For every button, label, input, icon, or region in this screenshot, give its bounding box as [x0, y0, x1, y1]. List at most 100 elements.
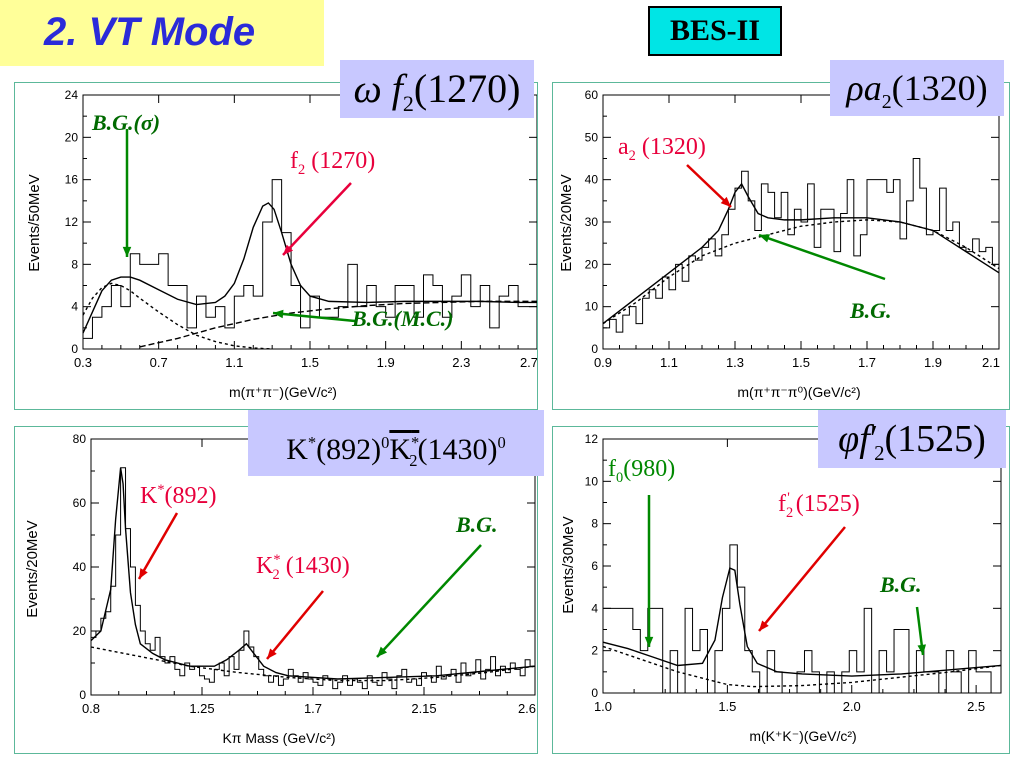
x-axis-label: m(π⁺π⁻π⁰)(GeV/c²) — [737, 384, 860, 400]
annotation-arrow — [282, 182, 352, 256]
data-histogram — [82, 179, 537, 349]
y-tick-label: 80 — [73, 432, 87, 446]
chart-rho-a2: 0 10 20 30 40 50 60 0.9 1.1 1.3 1.5 1.7 1.9 2.1 m(π⁺π⁻… — [558, 88, 1000, 400]
x-tick-label: 1.5 — [301, 355, 319, 370]
annotation-arrow — [376, 544, 482, 658]
x-tick-label: 0.8 — [82, 701, 100, 716]
annotation-arrow — [758, 526, 846, 632]
fit-curve — [602, 182, 1000, 325]
y-tick-label: 4 — [591, 601, 598, 615]
channel-sub: 2 — [874, 440, 885, 465]
annotation-arrow — [272, 311, 356, 323]
x-axis-label: m(π⁺π⁻)(GeV/c²) — [229, 384, 337, 400]
x-tick-label: 1.0 — [594, 699, 612, 714]
y-tick-label: 16 — [65, 173, 79, 187]
y-tick-label: 60 — [73, 496, 87, 510]
data-histogram — [90, 467, 536, 695]
x-tick-label: 1.9 — [377, 355, 395, 370]
annotation-arrowhead — [122, 246, 132, 257]
y-tick-label: 0 — [79, 688, 86, 702]
x-tick-label: 2.1 — [982, 355, 1000, 370]
y-tick-label: 8 — [71, 257, 78, 271]
channel-symbol: φ — [838, 418, 860, 460]
channel-resonance: a — [863, 68, 882, 108]
y-tick-label: 12 — [585, 432, 599, 446]
y-tick-label: 8 — [591, 517, 598, 531]
annotation-bg-sigma: B.G.(σ) — [92, 110, 161, 135]
y-tick-label: 60 — [585, 88, 599, 102]
channel-resonance: f — [859, 418, 870, 460]
experiment-badge: BES-II — [648, 6, 782, 56]
x-tick-label: 1.1 — [225, 355, 243, 370]
x-tick-label: 1.7 — [304, 701, 322, 716]
x-tick-label: 1.25 — [189, 701, 214, 716]
x-tick-label: 1.1 — [660, 355, 678, 370]
annotation-bg: B.G. — [850, 298, 892, 323]
background-sigma-curve — [82, 282, 273, 350]
annotation-arrowhead — [644, 636, 654, 647]
annotation-arrow — [137, 512, 179, 580]
annotation-f2-1270: f2 (1270) — [290, 148, 376, 178]
channel-label-omega-f2: ω f2(1270) — [340, 60, 534, 118]
channel-symbol: ω — [353, 66, 382, 111]
background-curve — [602, 645, 1002, 688]
page-title: 2. VT Mode — [44, 10, 256, 54]
y-tick-label: 0 — [591, 686, 598, 700]
annotation-arrowhead — [283, 244, 294, 255]
annotation-arrowhead — [759, 234, 770, 243]
y-tick-label: 2 — [591, 644, 598, 658]
channel-sub: 2 — [881, 91, 892, 114]
y-tick-label: 20 — [73, 624, 87, 638]
annotation-arrow — [266, 590, 324, 660]
chart-panel-omega-f2: 0 4 8 12 16 20 24 0.3 0.7 1.1 1.5 1.9 2.3 2.7 m(π⁺π⁻)(… — [14, 82, 538, 410]
annotation-a2-1320: a2 (1320) — [618, 134, 706, 164]
y-axis-label: Events/20MeV — [558, 174, 575, 272]
y-axis-label: Events/30MeV — [560, 516, 577, 614]
annotation-arrowhead — [377, 646, 388, 657]
annotation-bg: B.G. — [880, 572, 922, 597]
y-axis-label: Events/20MeV — [24, 520, 41, 618]
fit-curve — [82, 202, 537, 334]
annotation-arrow — [758, 233, 886, 281]
y-tick-label: 10 — [585, 474, 599, 488]
background-curve — [90, 646, 536, 682]
data-histogram — [602, 158, 1000, 349]
annotation-arrowhead — [720, 196, 731, 207]
x-tick-label: 1.5 — [718, 699, 736, 714]
x-tick-label: 2.15 — [411, 701, 436, 716]
y-axis-label: Events/50MeV — [26, 174, 43, 272]
fit-curve — [90, 467, 536, 680]
chart-omega-f2: 0 4 8 12 16 20 24 0.3 0.7 1.1 1.5 1.9 2.3 2.7 m(π⁺π⁻)(… — [26, 88, 537, 400]
x-tick-label: 2.0 — [843, 699, 861, 714]
channel-mass: (1270) — [413, 66, 521, 111]
background-curve — [602, 219, 1000, 325]
y-tick-label: 4 — [71, 300, 78, 314]
channel-sub: 2 — [402, 91, 414, 116]
x-axis-label: m(K⁺K⁻)(GeV/c²) — [749, 728, 856, 744]
fit-curve — [602, 567, 1002, 677]
annotation-arrowhead — [917, 644, 926, 655]
y-tick-label: 10 — [585, 300, 599, 314]
annotation-arrow — [686, 164, 732, 208]
y-tick-label: 50 — [585, 130, 599, 144]
x-tick-label: 1.5 — [792, 355, 810, 370]
x-tick-label: 1.7 — [858, 355, 876, 370]
channel-resonance: f — [391, 66, 403, 111]
channel-label-phi-f2p: φf′2(1525) — [818, 410, 1006, 468]
annotation-arrowhead — [273, 309, 284, 319]
annotation-bg-mc: B.G.(M.C.) — [352, 306, 454, 331]
x-tick-label: 2.6 — [518, 701, 536, 716]
chart-panel-rho-a2: 0 10 20 30 40 50 60 0.9 1.1 1.3 1.5 1.7 1.9 2.1 m(π⁺π⁻… — [552, 82, 1010, 410]
y-tick-label: 0 — [591, 342, 598, 356]
y-tick-label: 30 — [585, 215, 599, 229]
annotation-f2p-1525: f2' (1525) — [778, 490, 860, 521]
annotation-f0-980: f0(980) — [608, 456, 676, 486]
background-mc-curve — [139, 300, 537, 348]
y-tick-label: 24 — [65, 88, 79, 102]
x-tick-label: 0.9 — [594, 355, 612, 370]
annotation-arrowhead — [759, 620, 769, 631]
x-tick-label: 2.7 — [520, 355, 537, 370]
annotation-arrowhead — [267, 648, 277, 659]
x-axis-label: Kπ Mass (GeV/c²) — [222, 730, 335, 746]
chart-phi-f2p: 0 2 4 6 8 10 12 1.0 1.5 2.0 2.5 m(K⁺K⁻)(GeV/c²) Even… — [560, 432, 1002, 744]
